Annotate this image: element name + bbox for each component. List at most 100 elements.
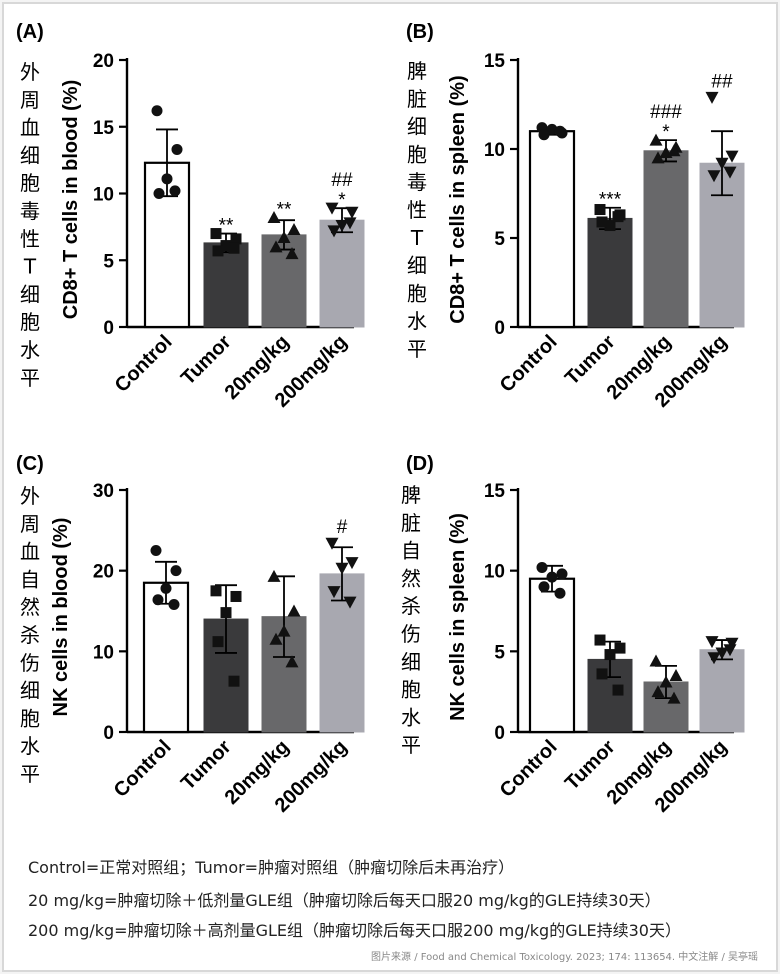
panel-label: (D) xyxy=(406,453,434,475)
side-label-char: 杀 xyxy=(20,623,40,647)
side-label-char: 水 xyxy=(407,309,427,333)
data-point xyxy=(285,655,299,668)
bar xyxy=(319,219,365,328)
side-label-char: 毒 xyxy=(407,170,427,194)
category-label: Control xyxy=(496,331,562,397)
data-point xyxy=(210,228,222,240)
y-tick-label: 10 xyxy=(484,562,505,583)
data-point xyxy=(594,634,606,646)
y-tick-label: 5 xyxy=(494,229,505,250)
data-point xyxy=(212,636,224,648)
side-label-char: 细 xyxy=(401,650,421,674)
significance-hash: # xyxy=(337,517,348,538)
y-tick-label: 10 xyxy=(484,140,505,161)
side-label-char: 然 xyxy=(401,566,421,590)
side-label-char: 胞 xyxy=(407,142,427,166)
y-axis-title: CD8+ T cells in spleen (%) xyxy=(447,75,469,323)
data-point xyxy=(725,150,739,163)
data-point xyxy=(335,220,349,233)
side-label-char: 杀 xyxy=(401,594,421,618)
side-label-char: T xyxy=(23,255,37,279)
y-tick-label: 0 xyxy=(494,723,505,744)
data-point xyxy=(170,565,182,577)
data-point xyxy=(604,220,616,232)
side-label-char: 伤 xyxy=(401,622,421,646)
y-tick-label: 0 xyxy=(103,723,114,744)
data-point xyxy=(230,590,242,602)
data-point xyxy=(325,202,339,215)
side-label-char: 血 xyxy=(20,540,40,564)
data-point xyxy=(705,91,719,104)
significance-star: * xyxy=(338,190,346,211)
category-label: Control xyxy=(110,736,176,802)
side-label-char: 毒 xyxy=(20,199,40,223)
bar xyxy=(528,130,576,329)
side-label-char: 自 xyxy=(20,567,40,591)
category-label: Control xyxy=(111,331,177,397)
caption-line-3: 200 mg/kg=肿瘤切除＋高剂量GLE组（肿瘤切除后每天口服200 mg/k… xyxy=(28,921,681,940)
source-note: 图片来源 / Food and Chemical Toxicology. 202… xyxy=(371,952,758,963)
bar xyxy=(203,242,249,328)
data-point xyxy=(171,143,183,155)
data-point xyxy=(343,217,357,230)
side-label-char: 血 xyxy=(20,116,40,140)
data-point xyxy=(723,644,737,657)
data-point xyxy=(723,166,737,179)
side-label-char: 水 xyxy=(20,338,40,362)
y-tick-label: 15 xyxy=(484,481,506,502)
data-point xyxy=(554,587,566,599)
data-point xyxy=(325,537,339,550)
data-point xyxy=(596,216,608,228)
data-point xyxy=(150,545,162,556)
side-label-char: 自 xyxy=(401,539,421,563)
data-point xyxy=(327,225,341,238)
side-label-char: 胞 xyxy=(20,171,40,195)
bar xyxy=(142,581,190,734)
caption-line-2: 20 mg/kg=肿瘤切除＋低剂量GLE组（肿瘤切除后每天口服20 mg/kg的… xyxy=(28,891,661,910)
side-label-char: 性 xyxy=(20,227,40,251)
side-label-char: 然 xyxy=(20,595,40,619)
data-point xyxy=(725,637,739,650)
y-axis-title: NK cells in blood (%) xyxy=(50,518,72,717)
data-point xyxy=(277,231,291,244)
data-point xyxy=(161,173,173,185)
side-label-char: 平 xyxy=(401,733,421,757)
data-point xyxy=(228,242,240,254)
significance-hash: ## xyxy=(711,71,733,92)
data-point xyxy=(287,604,301,617)
side-label-char: 脾 xyxy=(401,483,421,507)
data-point xyxy=(612,684,624,696)
data-point xyxy=(269,632,283,645)
side-label-char: 周 xyxy=(20,88,40,112)
y-axis-title: CD8+ T cells in blood (%) xyxy=(60,80,82,319)
data-point xyxy=(345,557,359,570)
side-label-char: 脏 xyxy=(401,511,421,535)
panel-label: (C) xyxy=(16,453,44,475)
data-point xyxy=(715,647,729,660)
bar xyxy=(528,577,576,734)
side-label-char: 脏 xyxy=(407,87,427,111)
side-label-char: 外 xyxy=(20,60,40,84)
y-tick-label: 10 xyxy=(93,185,114,206)
data-point xyxy=(649,133,663,146)
y-tick-label: 30 xyxy=(93,481,114,502)
y-tick-label: 0 xyxy=(103,318,114,339)
side-label-char: 周 xyxy=(20,512,40,536)
data-point xyxy=(651,151,665,164)
data-point xyxy=(649,654,663,667)
data-point xyxy=(612,211,624,223)
data-point xyxy=(345,206,359,219)
bar xyxy=(699,649,745,733)
side-label-char: 水 xyxy=(401,705,421,729)
side-label-char: 平 xyxy=(20,762,40,786)
side-label-char: 胞 xyxy=(20,706,40,730)
side-label-char: 平 xyxy=(20,366,40,390)
data-point xyxy=(228,675,240,687)
side-label-char: 脾 xyxy=(407,59,427,83)
